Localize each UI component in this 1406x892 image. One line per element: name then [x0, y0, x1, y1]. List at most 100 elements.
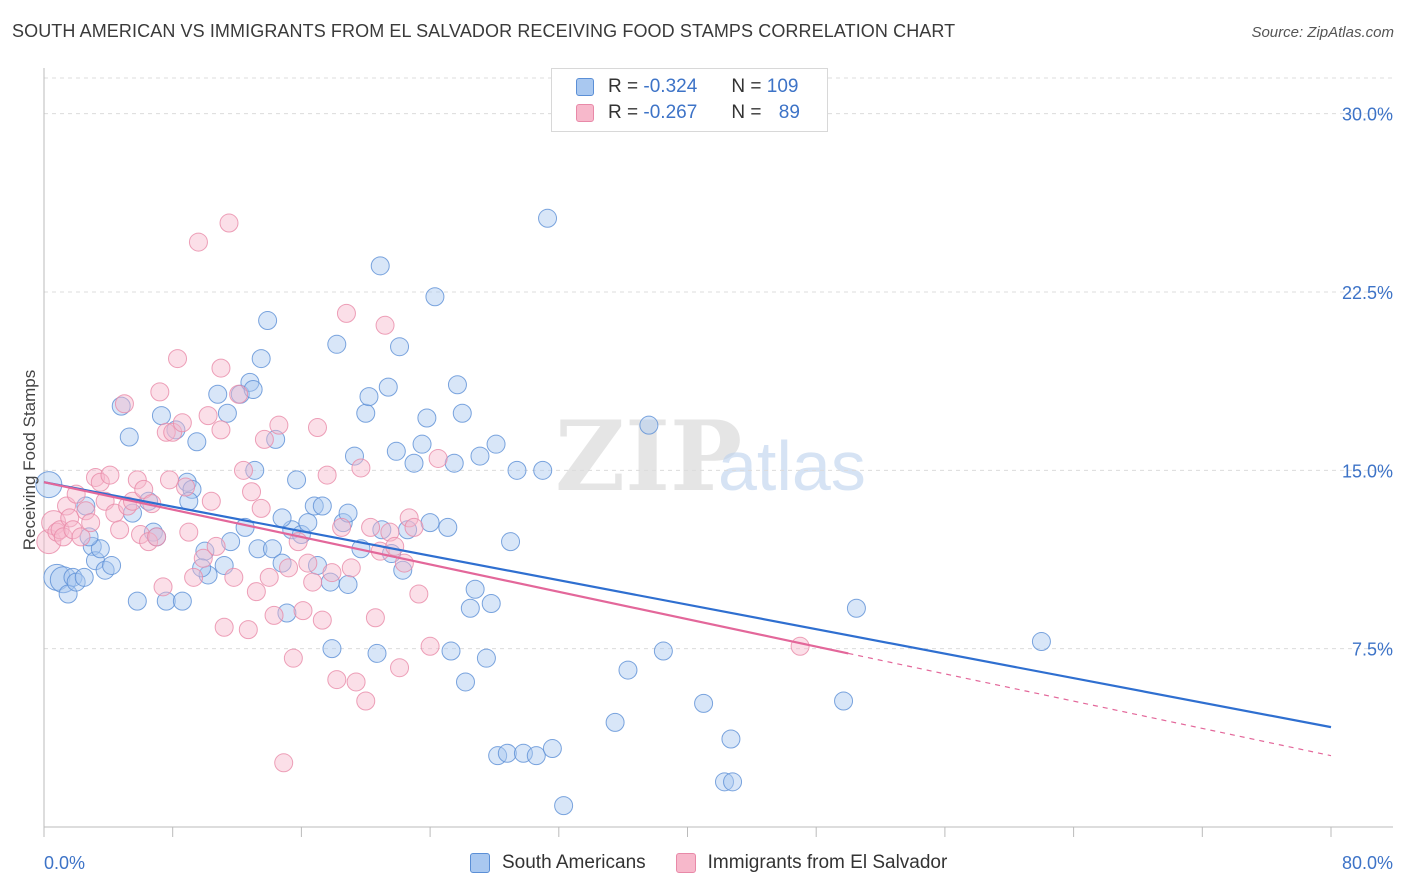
- el-salvador-point: [322, 563, 342, 583]
- south-american-point: [248, 539, 268, 559]
- y-tick-label: 22.5%: [1342, 283, 1393, 303]
- el-salvador-point: [100, 465, 120, 485]
- south-american-point: [79, 527, 99, 547]
- blue-swatch-icon: [576, 78, 594, 96]
- south-american-point: [460, 598, 480, 618]
- el-salvador-point: [327, 670, 347, 690]
- el-salvador-point: [380, 522, 400, 542]
- south-american-point: [338, 574, 358, 594]
- el-salvador-point: [110, 520, 130, 540]
- el-salvador-point: [293, 601, 313, 621]
- south-american-point: [390, 337, 410, 357]
- south-american-point: [501, 532, 521, 552]
- el-salvador-point: [114, 394, 134, 414]
- el-salvador-point: [63, 520, 83, 540]
- south-american-point: [304, 496, 324, 516]
- el-salvador-point: [375, 315, 395, 335]
- south-american-point: [417, 408, 437, 428]
- south-american-point: [102, 555, 122, 575]
- south-american-point: [217, 403, 237, 423]
- el-salvador-point: [254, 429, 274, 449]
- south-american-point: [470, 446, 490, 466]
- legend-label: Immigrants from El Salvador: [707, 852, 948, 873]
- south-american-point: [404, 453, 424, 473]
- legend-n-value: 109: [766, 76, 799, 97]
- x-tick-label: 80.0%: [1342, 853, 1393, 873]
- el-salvador-point: [71, 527, 91, 547]
- y-axis-label: Receiving Food Stamps: [20, 369, 39, 551]
- south-american-point: [497, 743, 517, 763]
- south-american-point: [542, 739, 562, 759]
- el-salvador-point: [428, 448, 448, 468]
- south-american-point: [723, 772, 743, 792]
- south-american-point: [653, 641, 673, 661]
- south-american-point: [386, 441, 406, 461]
- el-salvador-point: [159, 470, 179, 490]
- south-american-point: [258, 311, 278, 331]
- el-salvador-point: [303, 572, 323, 592]
- el-salvador-point: [269, 415, 289, 435]
- south-american-point: [452, 403, 472, 423]
- legend-label: South Americans: [502, 852, 646, 873]
- el-salvador-point: [341, 558, 361, 578]
- south-american-point: [221, 532, 241, 552]
- south-american-point: [172, 591, 192, 611]
- legend-item-south-americans[interactable]: South Americans: [470, 852, 646, 874]
- el-salvador-point: [127, 470, 147, 490]
- legend-item-el-salvador[interactable]: Immigrants from El Salvador: [675, 852, 948, 874]
- legend-r-value: -0.267: [643, 102, 698, 123]
- el-salvador-point: [409, 584, 429, 604]
- south-american-point: [481, 593, 501, 613]
- south-american-point: [554, 796, 574, 816]
- el-salvador-point: [404, 517, 424, 537]
- south-american-point: [312, 496, 332, 516]
- south-american-point: [420, 513, 440, 533]
- el-salvador-point: [361, 517, 381, 537]
- el-salvador-point: [193, 548, 213, 568]
- south-american-trendline: [43, 481, 1332, 729]
- south-american-point: [721, 729, 741, 749]
- south-american-point: [367, 643, 387, 663]
- south-american-point: [444, 453, 464, 473]
- south-american-point: [338, 503, 358, 523]
- el-salvador-point: [76, 501, 96, 521]
- el-salvador-point: [242, 482, 262, 502]
- south-american-point: [438, 517, 458, 537]
- el-salvador-point: [60, 508, 80, 528]
- el-salvador-point: [219, 213, 239, 233]
- el-salvador-point: [147, 527, 167, 547]
- el-salvador-point: [351, 458, 371, 478]
- correlation-legend: R = -0.324 N = 109 R = -0.267 N = 89: [551, 68, 828, 132]
- el-salvador-point: [307, 418, 327, 438]
- south-american-point: [322, 639, 342, 659]
- south-american-point: [465, 579, 485, 599]
- south-american-point: [447, 375, 467, 395]
- legend-r-value: -0.324: [643, 76, 698, 97]
- south-american-point: [378, 377, 398, 397]
- series-legend: South Americans Immigrants from El Salva…: [470, 852, 977, 874]
- el-salvador-point: [365, 608, 385, 628]
- south-american-point: [298, 513, 318, 533]
- south-american-point: [344, 446, 364, 466]
- el-salvador-point: [420, 636, 440, 656]
- south-american-point: [605, 712, 625, 732]
- south-american-point: [441, 641, 461, 661]
- x-tick-label: 0.0%: [44, 853, 85, 873]
- south-american-point: [507, 460, 527, 480]
- el-salvador-point: [259, 567, 279, 587]
- y-tick-label: 7.5%: [1352, 640, 1393, 660]
- legend-n-label: N =: [731, 102, 762, 123]
- el-salvador-point: [184, 567, 204, 587]
- south-american-point: [151, 406, 171, 426]
- el-salvador-point: [385, 536, 405, 556]
- el-salvador-point: [251, 498, 271, 518]
- el-salvador-point: [790, 636, 810, 656]
- south-american-point: [715, 772, 735, 792]
- south-american-point: [476, 648, 496, 668]
- el-salvador-point: [156, 422, 176, 442]
- el-salvador-point: [317, 465, 337, 485]
- el-salvador-point: [279, 558, 299, 578]
- el-salvador-point: [201, 491, 221, 511]
- south-american-point: [208, 384, 228, 404]
